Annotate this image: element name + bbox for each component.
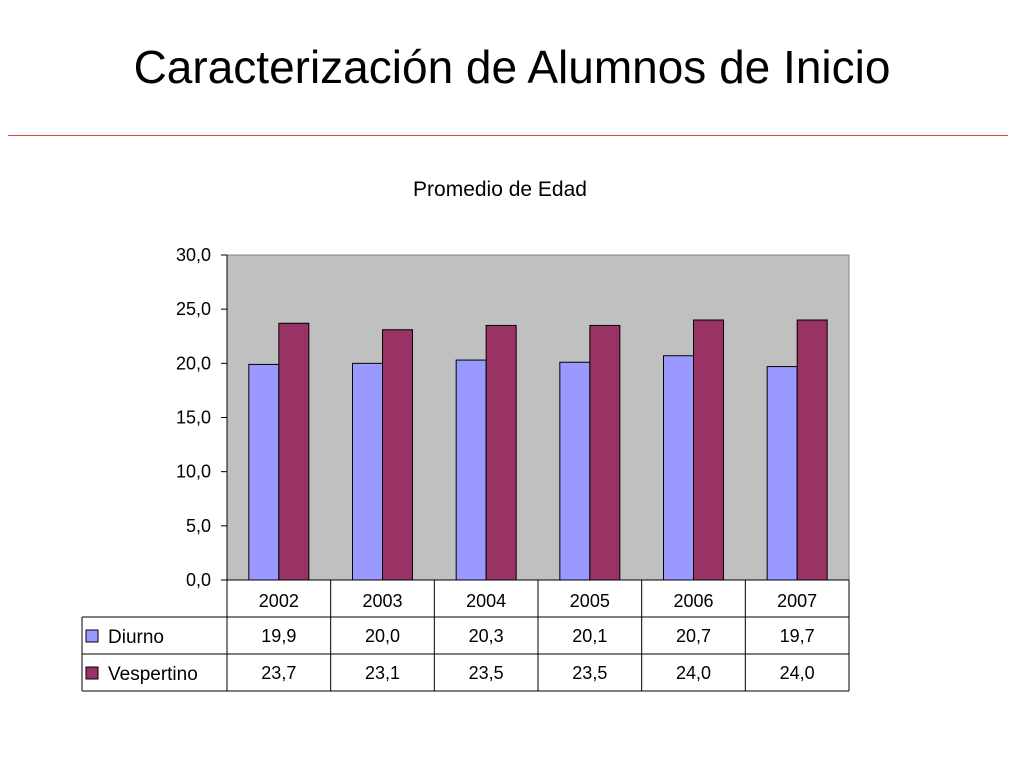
data-label: 20,3: [469, 626, 504, 646]
bar-vespertino-2004: [485, 324, 517, 581]
bar-vespertino-2007: [796, 319, 828, 581]
x-category-label: 2007: [777, 591, 817, 611]
bar-diurno-2005: [559, 361, 591, 581]
x-category-label: 2004: [466, 591, 506, 611]
data-label: 24,0: [676, 663, 711, 683]
data-label: 23,7: [261, 663, 296, 683]
data-label: 24,0: [780, 663, 815, 683]
y-tick-label: 20,0: [176, 353, 211, 373]
legend-label-vespertino: Vespertino: [108, 664, 198, 685]
bar-vespertino-2003: [382, 329, 413, 581]
bar-diurno-2003: [352, 362, 383, 581]
chart-title: Promedio de Edad: [413, 178, 587, 201]
legend-label-diurno: Diurno: [108, 627, 164, 648]
data-label: 23,1: [365, 663, 400, 683]
plot-area: 0,0 5,0 10,0 15,0 20,0 25,0 30,0: [176, 245, 850, 590]
bar-diurno-2002: [248, 363, 280, 581]
bar-vespertino-2006: [693, 319, 724, 581]
y-tick-label: 15,0: [176, 408, 211, 428]
data-label: 20,7: [676, 626, 711, 646]
data-label: 23,5: [469, 663, 504, 683]
data-table: 2002 2003 2004 2005 2006 2007 Diurno 19,9 20,0 20…: [81, 579, 850, 692]
bar-diurno-2006: [663, 355, 694, 581]
x-category-label: 2006: [673, 591, 713, 611]
legend-swatch-diurno: [85, 629, 99, 643]
bar-vespertino-2002: [278, 322, 310, 581]
legend-swatch-vespertino: [85, 666, 99, 680]
data-label: 23,5: [572, 663, 607, 683]
y-tick-label: 10,0: [176, 462, 211, 482]
x-category-label: 2005: [570, 591, 610, 611]
y-tick-label: 5,0: [186, 516, 211, 536]
title-divider: [8, 135, 1008, 136]
x-category-label: 2002: [259, 591, 299, 611]
x-category-label: 2003: [362, 591, 402, 611]
bar-diurno-2007: [766, 366, 798, 581]
data-label: 19,7: [780, 626, 815, 646]
plot-background: [226, 254, 850, 581]
data-label: 20,0: [365, 626, 400, 646]
data-label: 20,1: [572, 626, 607, 646]
y-tick-label: 30,0: [176, 245, 211, 265]
y-tick-label: 25,0: [176, 299, 211, 319]
y-tick-label: 0,0: [186, 570, 211, 590]
bar-vespertino-2005: [589, 324, 621, 581]
slide-title: Caracterización de Alumnos de Inicio: [133, 41, 891, 93]
bar-diurno-2004: [455, 359, 487, 581]
data-label: 19,9: [261, 626, 296, 646]
